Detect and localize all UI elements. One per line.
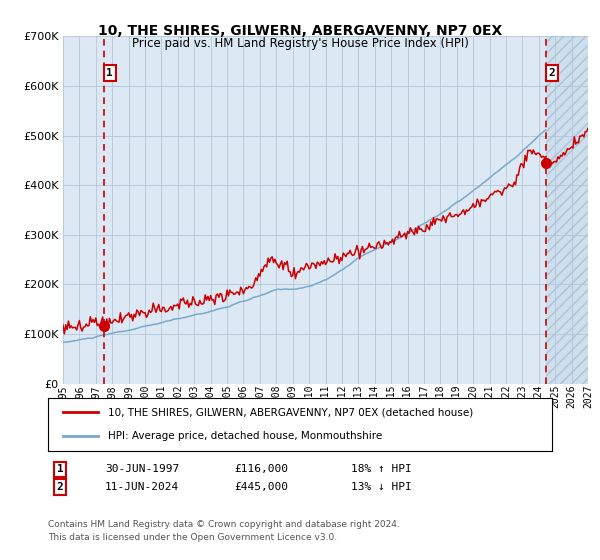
Text: 10, THE SHIRES, GILWERN, ABERGAVENNY, NP7 0EX (detached house): 10, THE SHIRES, GILWERN, ABERGAVENNY, NP… [109,408,474,418]
Text: 2: 2 [56,482,64,492]
Text: Contains HM Land Registry data © Crown copyright and database right 2024.: Contains HM Land Registry data © Crown c… [48,520,400,529]
Bar [546,36,588,384]
Text: 18% ↑ HPI: 18% ↑ HPI [351,464,412,474]
Text: This data is licensed under the Open Government Licence v3.0.: This data is licensed under the Open Gov… [48,533,337,542]
Text: 10, THE SHIRES, GILWERN, ABERGAVENNY, NP7 0EX: 10, THE SHIRES, GILWERN, ABERGAVENNY, NP… [98,24,502,38]
Text: 1: 1 [106,68,113,78]
Text: 13% ↓ HPI: 13% ↓ HPI [351,482,412,492]
Text: 30-JUN-1997: 30-JUN-1997 [105,464,179,474]
Text: 1: 1 [56,464,64,474]
Text: 2: 2 [548,68,555,78]
Text: Price paid vs. HM Land Registry's House Price Index (HPI): Price paid vs. HM Land Registry's House … [131,37,469,50]
Text: 11-JUN-2024: 11-JUN-2024 [105,482,179,492]
Text: HPI: Average price, detached house, Monmouthshire: HPI: Average price, detached house, Monm… [109,431,383,441]
Text: £116,000: £116,000 [234,464,288,474]
Text: £445,000: £445,000 [234,482,288,492]
